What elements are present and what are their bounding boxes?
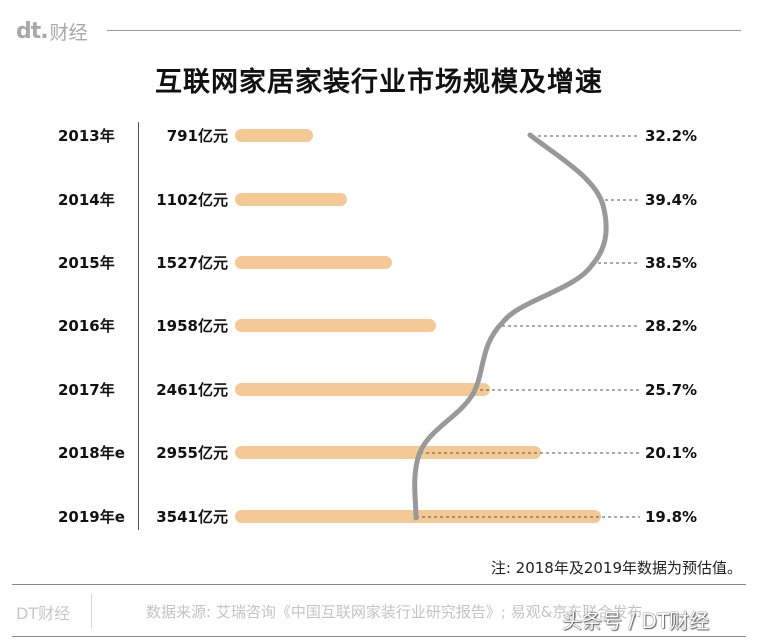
- chart-row-2014: 2014年 1102亿元 39.4%: [0, 185, 758, 215]
- footer-divider-bottom: [12, 636, 746, 637]
- chart-row-2015: 2015年 1527亿元 38.5%: [0, 248, 758, 278]
- leader-lines: [416, 135, 640, 518]
- year-label: 2013年: [58, 127, 115, 145]
- footnote: 注: 2018年及2019年数据为预估值。: [490, 559, 742, 577]
- growth-rate-label: 28.2%: [645, 317, 698, 335]
- growth-rate-label: 20.1%: [645, 444, 698, 462]
- brand-name: 财经: [49, 22, 88, 44]
- brand-logo: dt. 财经: [16, 18, 88, 45]
- category-axis-line: [138, 122, 139, 530]
- chart-row-2013: 2013年 791亿元 32.2%: [0, 121, 758, 151]
- year-label: 2016年: [58, 317, 115, 335]
- value-label: 791亿元: [166, 127, 228, 145]
- year-label: 2017年: [58, 381, 115, 399]
- growth-rate-label: 25.7%: [645, 381, 698, 399]
- watermark: 头条号 / DT财经: [562, 609, 710, 633]
- value-label: 3541亿元: [156, 508, 228, 526]
- dt-logo-mark: dt.: [16, 19, 49, 44]
- market-size-bar: [235, 383, 490, 396]
- growth-rate-label: 38.5%: [645, 254, 698, 272]
- value-label: 1102亿元: [156, 191, 228, 209]
- year-label: 2015年: [58, 254, 115, 272]
- market-size-bar: [235, 256, 392, 269]
- chart-row-2017: 2017年 2461亿元 25.7%: [0, 375, 758, 405]
- value-label: 2955亿元: [156, 444, 228, 462]
- chart-row-2016: 2016年 1958亿元 28.2%: [0, 311, 758, 341]
- footer-divider-top: [12, 584, 746, 585]
- data-source: 数据来源: 艾瑞咨询《中国互联网家装行业研究报告》; 易观&京东联合发布: [146, 603, 643, 621]
- market-size-bar: [235, 129, 313, 142]
- chart-title: 互联网家居家装行业市场规模及增速: [155, 67, 603, 98]
- growth-rate-line: [412, 132, 609, 521]
- market-size-bar: [235, 446, 541, 459]
- growth-rate-label: 19.8%: [645, 508, 698, 526]
- header-divider: [107, 30, 741, 31]
- value-label: 1527亿元: [156, 254, 228, 272]
- market-size-bar: [235, 319, 436, 332]
- growth-rate-label: 32.2%: [645, 127, 698, 145]
- chart-row-2018: 2018年e 2955亿元 20.1%: [0, 438, 758, 468]
- growth-rate-label: 39.4%: [645, 191, 698, 209]
- footer-brand: DT财经: [16, 604, 71, 623]
- year-label: 2018年e: [58, 444, 125, 462]
- year-label: 2019年e: [58, 508, 125, 526]
- value-label: 2461亿元: [156, 381, 228, 399]
- year-label: 2014年: [58, 191, 115, 209]
- value-label: 1958亿元: [156, 317, 228, 335]
- market-size-bar: [235, 193, 347, 206]
- footer-separator: [91, 594, 92, 628]
